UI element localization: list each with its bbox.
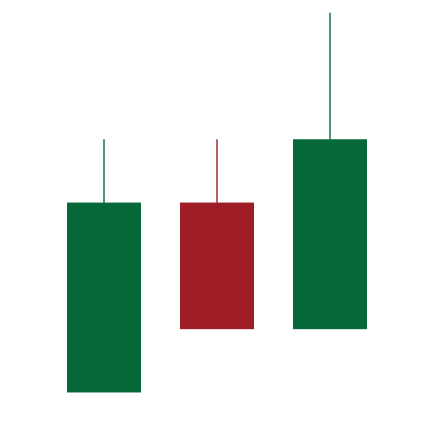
candle-2-body [180, 202, 254, 330]
candle-1-body [67, 202, 141, 393]
candle-3-body [293, 139, 367, 330]
